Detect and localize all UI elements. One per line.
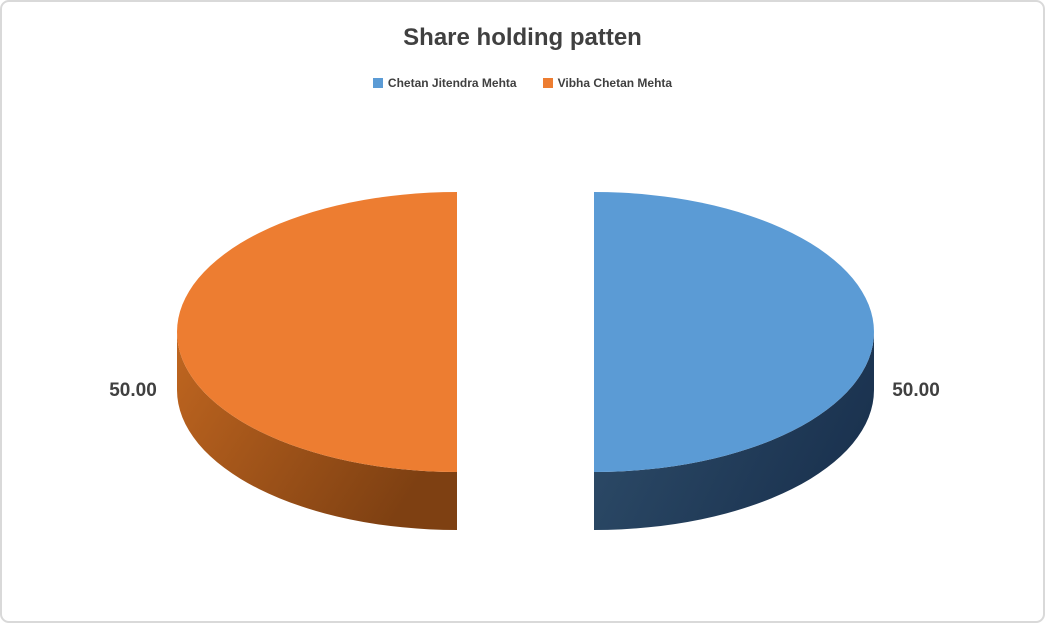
pie-slice-chetan-side bbox=[594, 332, 874, 530]
data-label-chetan: 50.00 bbox=[892, 380, 940, 401]
legend-marker-blue-icon bbox=[372, 78, 383, 88]
pie-slice-vibha-top bbox=[177, 192, 457, 472]
legend: Chetan Jitendra Mehta Vibha Chetan Mehta bbox=[2, 75, 1043, 91]
legend-label: Chetan Jitendra Mehta bbox=[387, 76, 517, 90]
pie-slice-vibha-side bbox=[177, 332, 457, 530]
legend-item-vibha: Vibha Chetan Mehta bbox=[542, 75, 673, 91]
data-label-vibha: 50.00 bbox=[109, 380, 157, 401]
legend-label: Vibha Chetan Mehta bbox=[557, 76, 673, 90]
legend-marker-orange-icon bbox=[542, 78, 553, 88]
chart-title: Share holding patten bbox=[403, 24, 642, 51]
legend-item-chetan: Chetan Jitendra Mehta bbox=[372, 75, 517, 91]
pie-slice-chetan-top bbox=[594, 192, 874, 472]
